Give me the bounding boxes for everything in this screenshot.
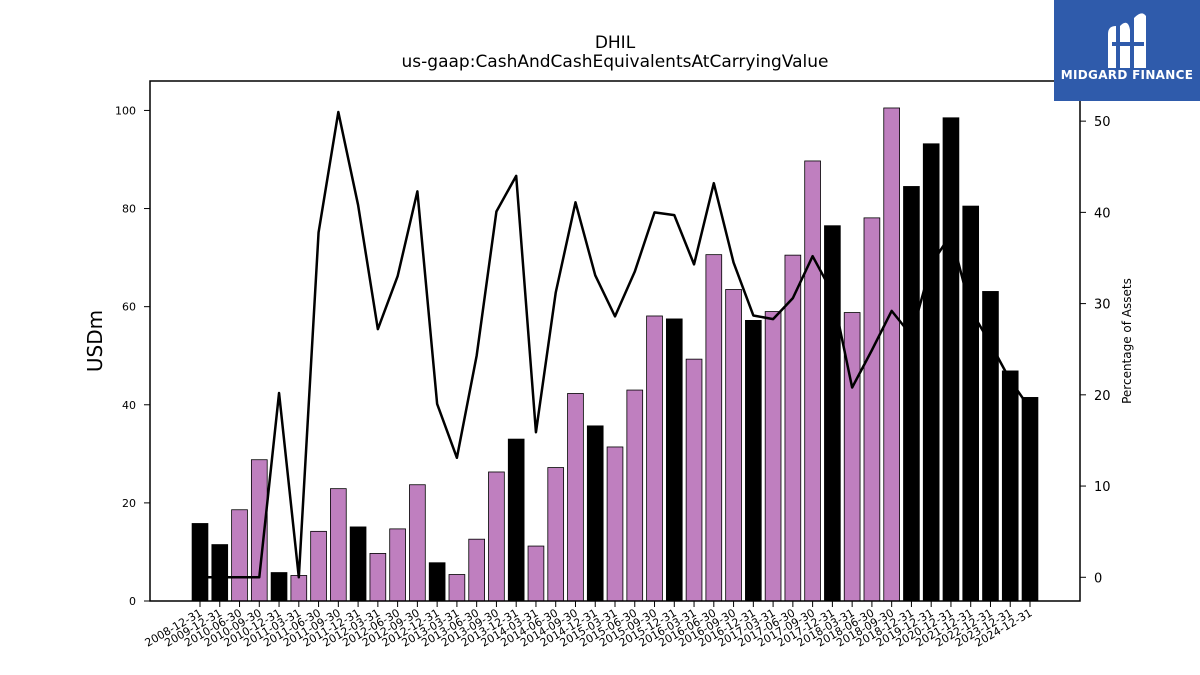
bar (764, 311, 782, 602)
bar (409, 484, 426, 602)
bar (191, 523, 209, 602)
bar (804, 160, 821, 602)
chart-subtitle: us-gaap:CashAndCashEquivalentsAtCarrying… (401, 52, 829, 72)
bar (784, 254, 802, 602)
bar (428, 562, 446, 602)
bar (468, 538, 485, 602)
chart-title: DHIL (594, 33, 636, 53)
bar (606, 446, 624, 602)
bar (942, 117, 960, 602)
percentage-line (200, 110, 1032, 579)
y-tick-label: 60 (122, 301, 136, 314)
bar (290, 575, 308, 602)
bar (665, 318, 683, 602)
bar (369, 553, 387, 602)
bar (1001, 370, 1019, 602)
bar (389, 528, 406, 602)
bar (685, 358, 703, 602)
y-tick-label: 40 (122, 399, 136, 412)
bar (982, 291, 999, 602)
bar (507, 438, 525, 602)
y2-axis-label: Percentage of Assets (1120, 278, 1134, 404)
y2-tick-label: 20 (1094, 389, 1111, 404)
bar (567, 393, 584, 602)
y2-tick-label: 50 (1094, 115, 1111, 130)
logo-text: MIDGARD FINANCE (1060, 68, 1194, 82)
bar (211, 544, 229, 602)
bar (349, 526, 367, 602)
y2-tick-label: 40 (1094, 206, 1111, 221)
bar (231, 509, 248, 602)
line-series (200, 110, 1032, 579)
bar (745, 319, 762, 602)
bar (903, 186, 920, 602)
brand-logo: MIDGARD FINANCE (1054, 0, 1200, 101)
y2-tick-label: 30 (1094, 298, 1111, 313)
bar (310, 530, 327, 602)
y-tick-label: 80 (122, 203, 136, 216)
bar-series (191, 107, 1039, 602)
bar (883, 107, 900, 602)
y-tick-label: 100 (115, 104, 136, 117)
bar (626, 389, 644, 602)
bar (705, 254, 723, 602)
y-axis-right: 0 10 20 30 40 50 (1080, 115, 1111, 586)
bar (270, 572, 288, 602)
bar (527, 545, 545, 602)
bar (725, 289, 742, 602)
y2-tick-label: 10 (1094, 480, 1111, 495)
bar (922, 143, 940, 602)
bar (330, 488, 347, 602)
bar (1021, 397, 1039, 602)
y-axis-left: 0 20 40 60 80 100 (115, 104, 150, 608)
bar (586, 425, 604, 602)
bar (863, 217, 881, 602)
bar (448, 574, 466, 602)
bar (547, 467, 565, 602)
bar (488, 471, 505, 602)
x-axis: 2008-12-312009-12-312010-06-302010-09-30… (143, 601, 1035, 650)
y-tick-label: 0 (129, 595, 136, 608)
midgard-logo-icon (1108, 13, 1146, 68)
y-tick-label: 20 (122, 497, 136, 510)
bar (646, 315, 663, 602)
y2-tick-label: 0 (1094, 571, 1102, 586)
bar (962, 205, 980, 602)
y-axis-label: USDm (83, 310, 107, 372)
